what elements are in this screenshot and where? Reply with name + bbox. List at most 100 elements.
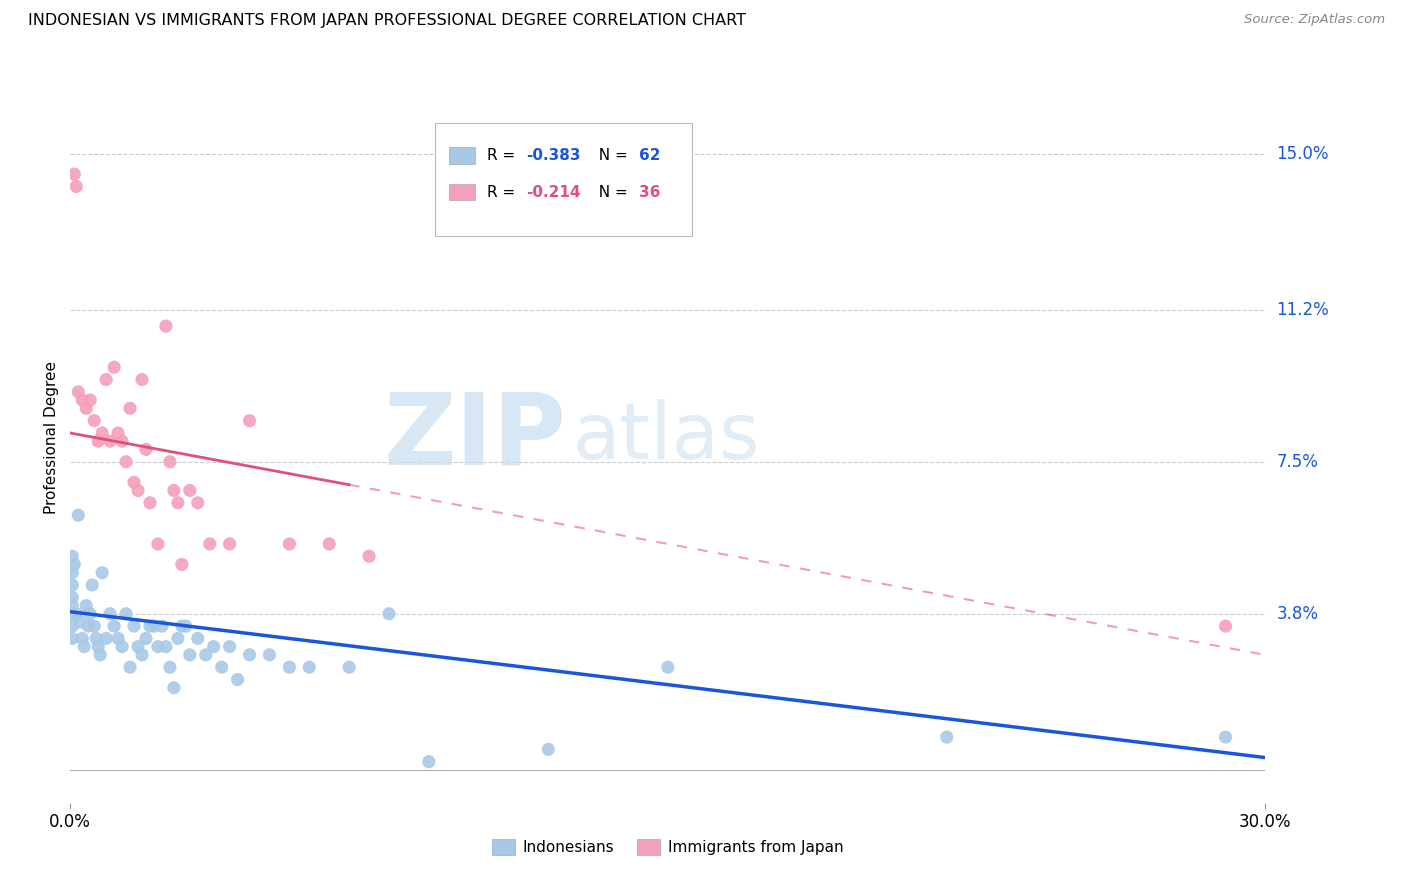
Point (60, 591, 83, 605)
Point (131, 648, 153, 662)
Point (89, 648, 111, 662)
Point (259, 648, 281, 662)
Point (139, 619, 162, 633)
Point (278, 537, 301, 551)
Point (63, 558, 86, 572)
Point (63, 167, 86, 181)
Point (278, 660, 301, 674)
Point (146, 640, 169, 654)
Point (98, 607, 121, 621)
Text: N =: N = (589, 148, 633, 163)
Point (84, 632, 107, 646)
Point (179, 483, 201, 498)
Text: 11.2%: 11.2% (1277, 301, 1329, 318)
Point (60, 566, 83, 580)
Point (170, 619, 193, 633)
Point (179, 648, 201, 662)
Point (378, 607, 401, 621)
Point (226, 673, 249, 687)
Point (337, 660, 360, 674)
Point (67, 384, 90, 399)
Point (127, 640, 149, 654)
Point (657, 660, 679, 674)
FancyBboxPatch shape (434, 122, 692, 235)
Text: N =: N = (589, 185, 633, 200)
Point (935, 730, 957, 744)
Point (202, 640, 225, 654)
Text: 36: 36 (640, 185, 661, 200)
Point (418, 755, 440, 769)
Point (87, 640, 110, 654)
FancyBboxPatch shape (449, 147, 475, 163)
Point (79, 393, 101, 408)
Point (298, 660, 321, 674)
Point (70, 632, 93, 646)
Text: R =: R = (488, 148, 520, 163)
FancyBboxPatch shape (449, 184, 475, 200)
Point (318, 537, 340, 551)
Point (159, 455, 181, 469)
Point (239, 414, 262, 428)
Point (163, 681, 186, 695)
Text: INDONESIAN VS IMMIGRANTS FROM JAPAN PROFESSIONAL DEGREE CORRELATION CHART: INDONESIAN VS IMMIGRANTS FROM JAPAN PROF… (28, 13, 747, 29)
Point (60, 578, 83, 592)
Point (115, 455, 138, 469)
Point (82, 578, 104, 592)
Point (131, 373, 153, 387)
Point (83, 619, 105, 633)
Point (155, 319, 177, 334)
Point (96, 632, 118, 646)
Point (70, 393, 93, 408)
Point (127, 483, 149, 498)
Text: R =: R = (488, 185, 520, 200)
Point (198, 537, 221, 551)
Point (75, 401, 97, 416)
Text: 15.0%: 15.0% (1277, 145, 1329, 162)
Point (1215, 619, 1237, 633)
Text: 62: 62 (640, 148, 661, 163)
Point (122, 475, 145, 490)
Point (75, 599, 97, 613)
Text: Source: ZipAtlas.com: Source: ZipAtlas.com (1244, 13, 1385, 27)
Point (69, 615, 91, 629)
Point (115, 607, 138, 621)
Point (167, 496, 190, 510)
Point (211, 660, 233, 674)
Point (67, 508, 90, 523)
Point (91, 566, 114, 580)
Point (163, 483, 186, 498)
Point (167, 632, 190, 646)
Point (60, 619, 83, 633)
Point (537, 742, 560, 756)
Point (107, 425, 129, 440)
Point (83, 414, 105, 428)
Point (187, 632, 209, 646)
Point (98, 434, 121, 449)
Point (65, 607, 87, 621)
Point (79, 607, 101, 621)
Point (187, 496, 209, 510)
Point (135, 442, 157, 457)
Point (77, 619, 100, 633)
Point (60, 549, 83, 564)
Text: -0.383: -0.383 (526, 148, 581, 163)
Y-axis label: Professional Degree: Professional Degree (44, 360, 59, 514)
Point (122, 619, 145, 633)
Point (120, 660, 141, 674)
Point (60, 607, 83, 621)
Text: -0.214: -0.214 (526, 185, 581, 200)
Text: atlas: atlas (572, 399, 759, 475)
Text: 3.8%: 3.8% (1277, 605, 1319, 623)
Point (359, 549, 381, 564)
Point (65, 179, 87, 194)
Point (120, 401, 141, 416)
Point (73, 640, 96, 654)
Legend: Indonesians, Immigrants from Japan: Indonesians, Immigrants from Japan (486, 833, 849, 861)
Point (150, 619, 173, 633)
Point (111, 640, 134, 654)
Point (146, 537, 169, 551)
Text: ZIP: ZIP (384, 389, 567, 485)
Text: 7.5%: 7.5% (1277, 453, 1319, 471)
Point (103, 360, 125, 375)
Point (194, 648, 217, 662)
